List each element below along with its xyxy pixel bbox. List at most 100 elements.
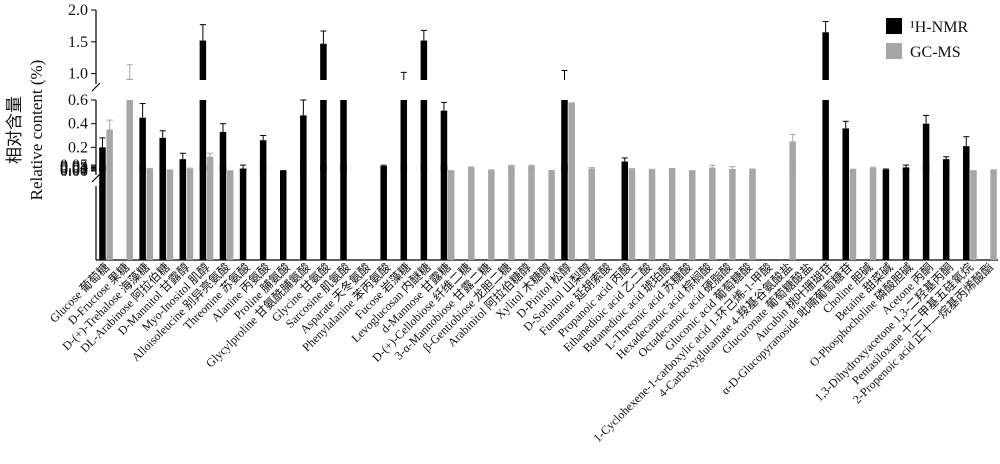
y-tick-label: 0.02 [60, 161, 88, 178]
nmr-bar [279, 170, 287, 260]
gcms-bar [508, 165, 515, 260]
nmr-bar [199, 40, 207, 80]
y-tick-label: 0.2 [68, 139, 88, 156]
nmr-bar [963, 146, 970, 171]
nmr-bar [440, 165, 448, 260]
bars [99, 20, 997, 260]
nmr-bar [621, 165, 629, 260]
y-axis-title-en: Relative content (%) [27, 60, 46, 201]
gcms-bar [548, 170, 555, 260]
nmr-bar [340, 100, 347, 171]
legend: ¹H-NMR GC-MS [886, 18, 968, 61]
nmr-bar [561, 100, 568, 171]
legend-label: ¹H-NMR [910, 19, 968, 36]
gcms-bar [709, 167, 716, 260]
gcms-bar [668, 168, 676, 260]
y-tick-label: 2.0 [68, 2, 88, 19]
nmr-bar [340, 165, 347, 260]
gcms-bar [106, 165, 113, 260]
nmr-bar [99, 147, 106, 171]
nmr-bar [199, 165, 207, 260]
gcms-bar [588, 168, 596, 260]
nmr-bar [822, 32, 829, 80]
gcms-bar [126, 165, 133, 260]
gcms-bar [126, 78, 133, 80]
nmr-bar [822, 100, 829, 171]
gcms-bar [146, 168, 154, 260]
y-axis-title-cn: 相对含量 [5, 96, 24, 164]
axis-break-mark [91, 82, 101, 92]
nmr-bar [199, 100, 207, 171]
y-tick-label: 0.05 [60, 157, 88, 174]
gcms-bar [749, 169, 756, 260]
gcms-bar [990, 170, 997, 260]
nmr-bar [159, 165, 166, 260]
gcms-bar [166, 170, 174, 260]
gcms-bar [206, 156, 214, 171]
legend-swatch [886, 18, 902, 34]
gcms-bar [447, 170, 455, 260]
y-tick-label: 0.00 [60, 163, 88, 180]
gcms-bar [568, 165, 575, 260]
nmr-bar [922, 123, 930, 171]
nmr-bar [139, 165, 146, 260]
gcms-bar [106, 129, 113, 171]
gcms-bar [869, 167, 877, 260]
nmr-bar [380, 166, 387, 260]
y-axis-title: 相对含量 Relative content (%) [5, 60, 46, 201]
nmr-bar [942, 165, 950, 260]
gcms-bar [789, 165, 796, 260]
nmr-bar [400, 165, 408, 260]
y-tick-label: 1.5 [68, 34, 88, 51]
nmr-bar [159, 137, 166, 171]
nmr-bar [420, 40, 428, 80]
nmr-bar [561, 165, 568, 260]
nmr-bar [902, 167, 910, 260]
nmr-bar [320, 43, 327, 80]
nmr-bar [420, 100, 428, 171]
nmr-bar [842, 128, 849, 171]
nmr-bar [320, 100, 327, 171]
nmr-bar [400, 100, 408, 171]
nmr-bar [922, 165, 930, 260]
gcms-bar [488, 170, 495, 260]
nmr-bar [440, 110, 448, 171]
gcms-bar [970, 170, 977, 260]
legend-label: GC-MS [910, 44, 961, 61]
y-tick-label: 0.6 [68, 92, 88, 109]
gcms-bar [528, 165, 535, 260]
nmr-bar [239, 168, 247, 260]
nmr-bar [320, 165, 327, 260]
y-tick-label: 0.01 [60, 162, 88, 179]
legend-swatch [886, 43, 902, 59]
nmr-bar [963, 165, 970, 260]
gcms-bar [467, 167, 475, 260]
nmr-bar [300, 165, 307, 260]
gcms-bar [226, 170, 234, 260]
gcms-bar [126, 100, 133, 171]
gcms-bar [789, 141, 796, 171]
nmr-bar [842, 165, 849, 260]
nmr-bar [219, 131, 227, 171]
nmr-bar [219, 165, 227, 260]
gcms-bar [688, 170, 696, 260]
nmr-bar [259, 165, 267, 260]
nmr-bar [300, 115, 307, 171]
nmr-bar [259, 140, 267, 171]
gcms-bar [648, 169, 656, 260]
gcms-bar [729, 168, 736, 260]
nmr-bar [139, 117, 146, 171]
y-tick-label: 1.0 [68, 66, 88, 83]
y-tick-label: 0.03 [60, 159, 88, 176]
axis-break-mark [91, 173, 101, 183]
gcms-bar [628, 169, 636, 260]
nmr-bar [179, 165, 187, 260]
nmr-bar [882, 169, 890, 260]
y-tick-label: 0.04 [60, 158, 88, 175]
y-tick-label: 0.4 [68, 116, 88, 133]
nmr-bar [99, 165, 106, 260]
gcms-bar [186, 168, 194, 260]
nmr-bar [420, 165, 428, 260]
